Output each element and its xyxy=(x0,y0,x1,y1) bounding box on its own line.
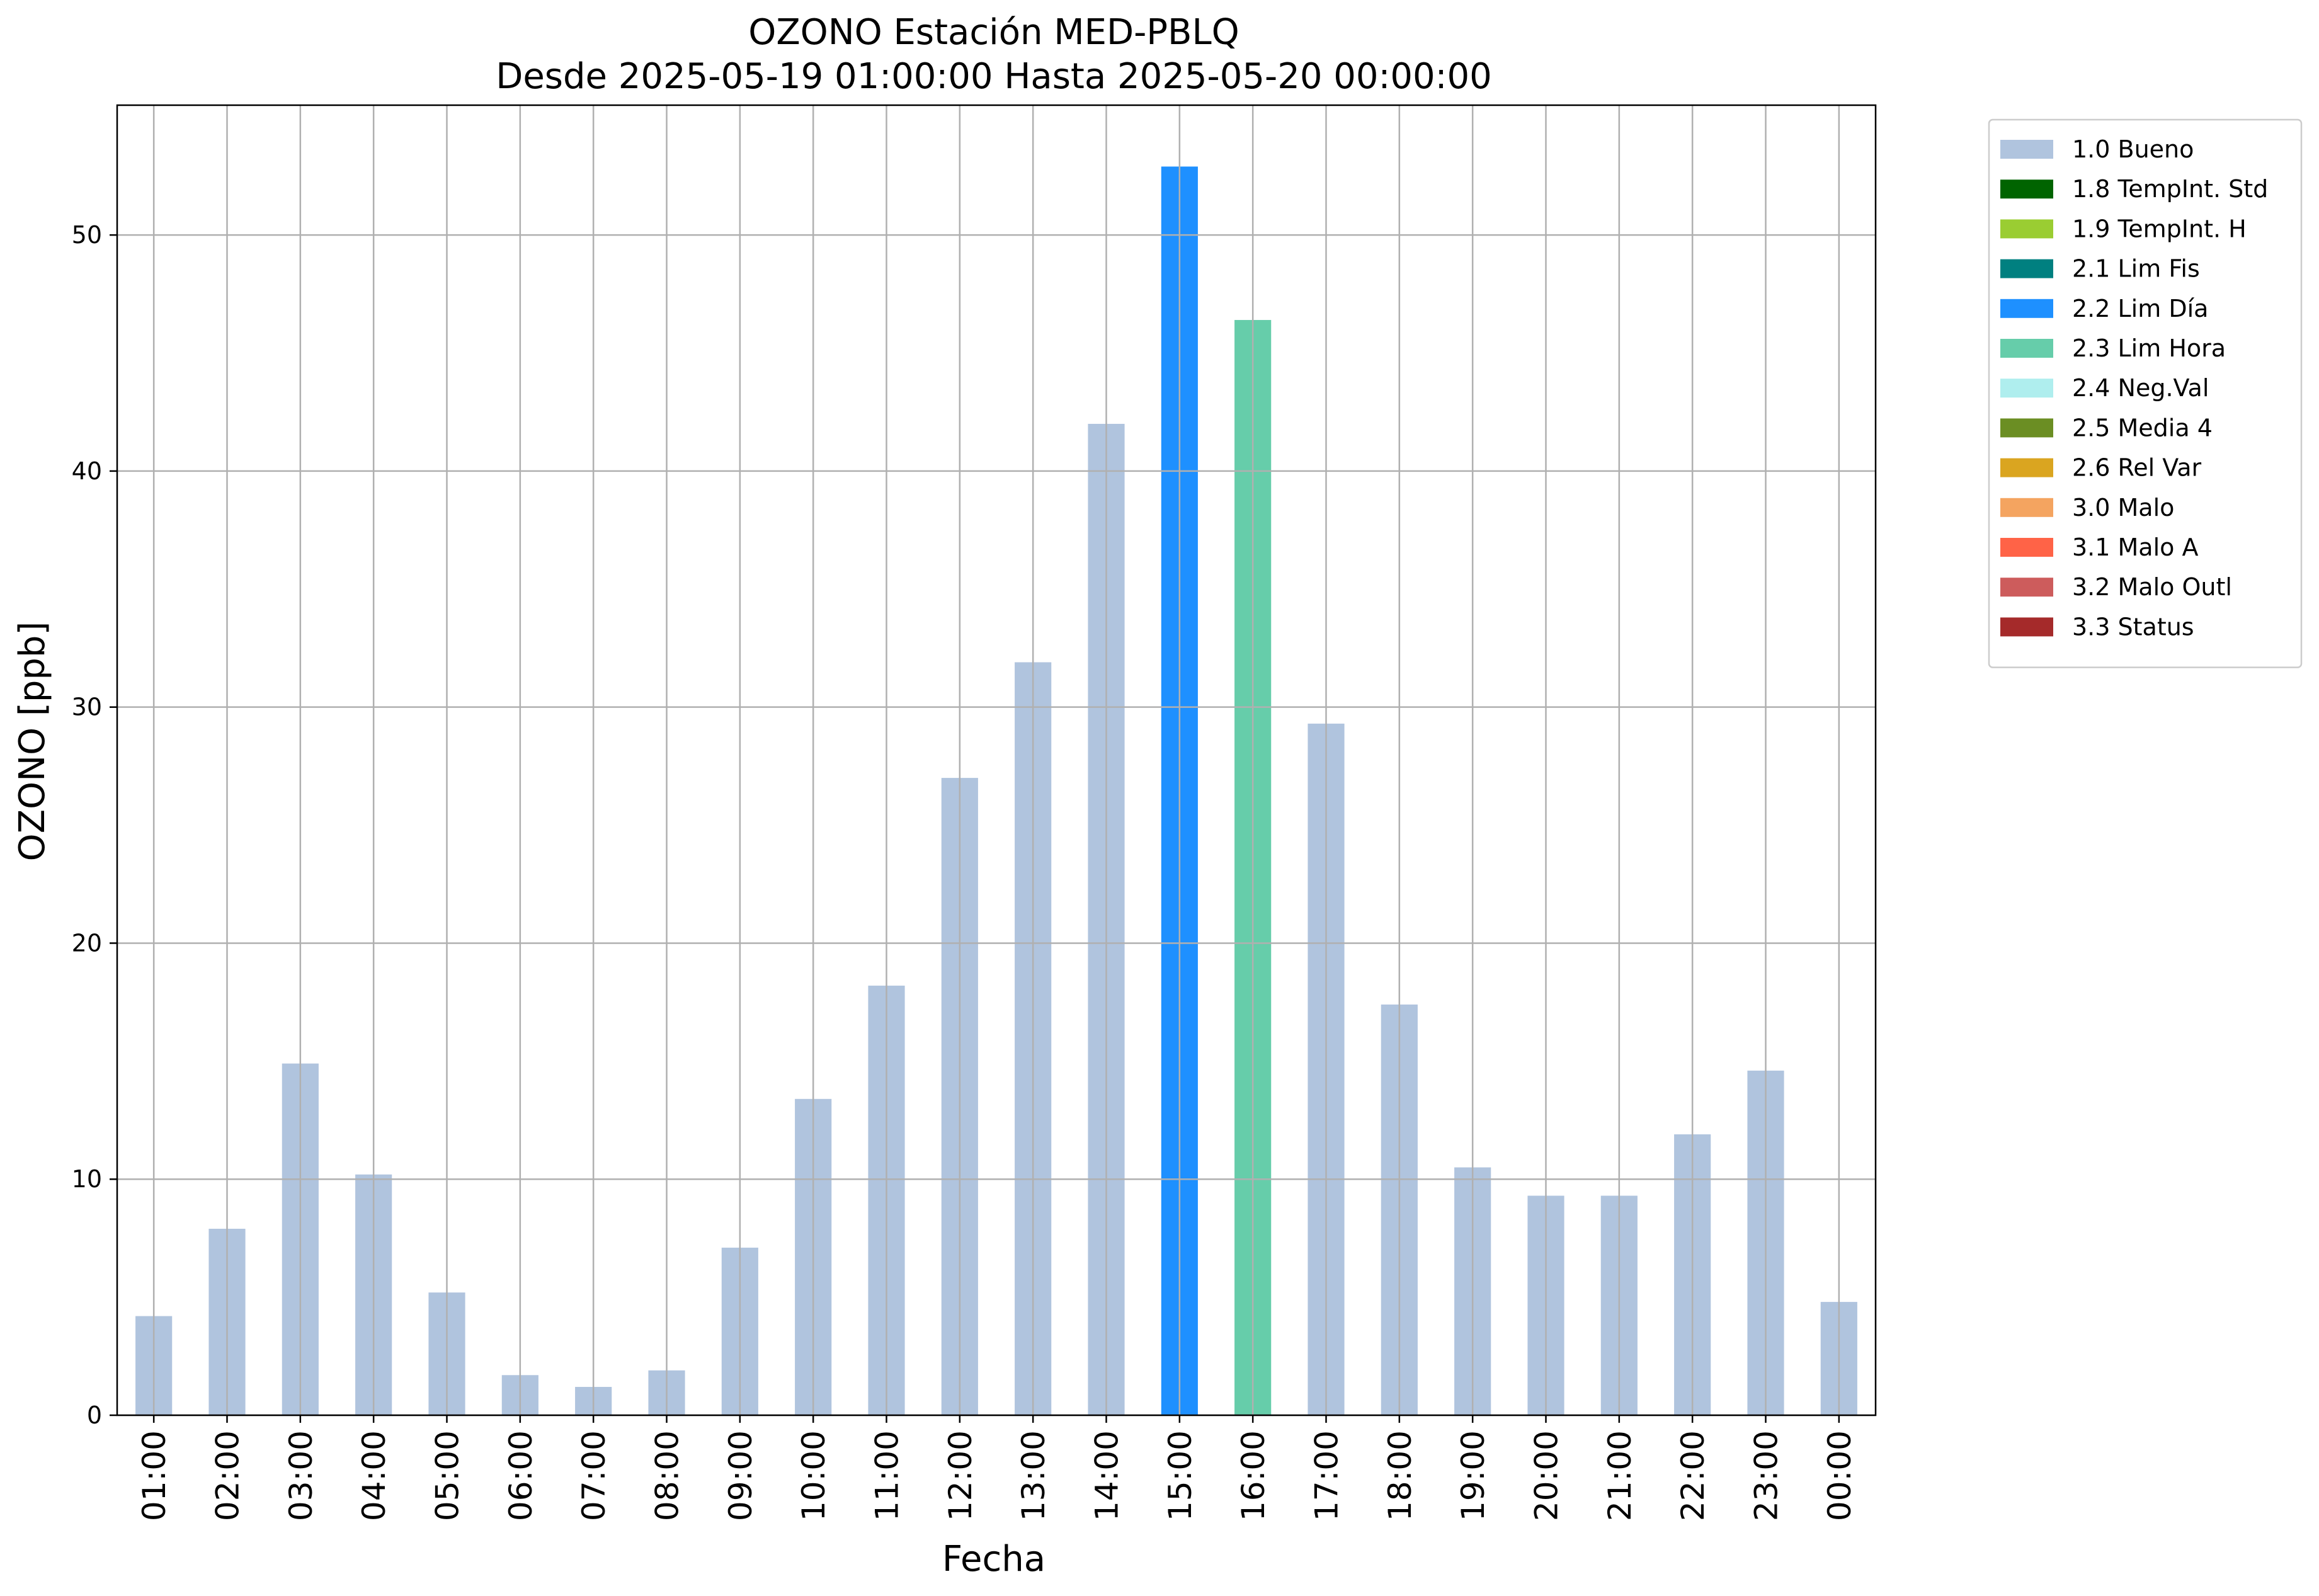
x-tick-label: 12:00 xyxy=(942,1430,979,1521)
legend-swatch xyxy=(2000,299,2053,318)
legend-swatch xyxy=(2000,538,2053,557)
x-tick-label: 19:00 xyxy=(1455,1430,1491,1521)
legend-label: 2.6 Rel Var xyxy=(2072,454,2202,482)
x-tick-label: 21:00 xyxy=(1602,1430,1638,1521)
x-tick-label: 11:00 xyxy=(869,1430,906,1521)
x-tick-label: 15:00 xyxy=(1162,1430,1199,1521)
x-tick-label: 23:00 xyxy=(1748,1430,1785,1521)
legend-label: 2.5 Media 4 xyxy=(2072,414,2213,442)
legend-label: 3.3 Status xyxy=(2072,613,2194,641)
x-tick-label: 07:00 xyxy=(576,1430,612,1521)
legend-swatch xyxy=(2000,498,2053,517)
legend-swatch xyxy=(2000,379,2053,398)
x-tick-label: 09:00 xyxy=(722,1430,759,1521)
legend-swatch xyxy=(2000,140,2053,159)
legend-swatch xyxy=(2000,339,2053,358)
x-tick-label: 22:00 xyxy=(1675,1430,1711,1521)
x-tick-label: 03:00 xyxy=(283,1430,319,1521)
legend-label: 2.4 Neg.Val xyxy=(2072,374,2209,402)
legend-label: 2.1 Lim Fis xyxy=(2072,255,2200,283)
chart-title: OZONO Estación MED-PBLQ xyxy=(748,12,1239,53)
legend-label: 3.1 Malo A xyxy=(2072,533,2198,561)
plot-area: 0 10 20 30 40 50 01:00 02:00 03:00 04:00 05:00 06:0… xyxy=(72,104,1877,1521)
x-axis-label: Fecha xyxy=(942,1539,1046,1580)
y-tick-label: 20 xyxy=(72,929,102,957)
legend: 1.0 Bueno 1.8 TempInt. Std 1.9 TempInt. H 2… xyxy=(1988,118,2303,668)
legend-frame xyxy=(1988,118,2303,668)
x-tick-label: 10:00 xyxy=(795,1430,832,1521)
legend-label: 1.9 TempInt. H xyxy=(2072,215,2247,242)
chart-subtitle: Desde 2025-05-19 01:00:00 Hasta 2025-05-… xyxy=(496,56,1492,97)
legend-label: 2.2 Lim Día xyxy=(2072,295,2208,322)
x-tick-label: 01:00 xyxy=(136,1430,173,1521)
y-tick-label: 10 xyxy=(72,1165,102,1193)
x-tick-label: 18:00 xyxy=(1382,1430,1418,1521)
y-tick-label: 0 xyxy=(87,1401,102,1429)
x-tick-label: 02:00 xyxy=(210,1430,246,1521)
x-tick-label: 14:00 xyxy=(1089,1430,1125,1521)
legend-swatch xyxy=(2000,617,2053,637)
x-tick-label: 13:00 xyxy=(1015,1430,1052,1521)
x-tick-label: 20:00 xyxy=(1529,1430,1565,1521)
x-tick-label: 00:00 xyxy=(1821,1430,1858,1521)
legend-swatch xyxy=(2000,458,2053,477)
legend-swatch xyxy=(2000,578,2053,597)
legend-swatch xyxy=(2000,418,2053,438)
legend-label: 1.8 TempInt. Std xyxy=(2072,175,2268,203)
y-axis-label: OZONO [ppb] xyxy=(12,622,53,862)
x-tick-label: 06:00 xyxy=(503,1430,539,1521)
legend-label: 1.0 Bueno xyxy=(2072,135,2194,163)
legend-swatch xyxy=(2000,259,2053,278)
legend-label: 3.0 Malo xyxy=(2072,494,2174,522)
y-tick-label: 50 xyxy=(72,221,102,249)
legend-swatch xyxy=(2000,219,2053,239)
x-tick-label: 08:00 xyxy=(649,1430,686,1521)
plot-frame xyxy=(116,104,1877,1416)
x-tick-label: 05:00 xyxy=(430,1430,466,1521)
y-tick-label: 40 xyxy=(72,457,102,485)
legend-label: 3.2 Malo Outl xyxy=(2072,573,2232,601)
x-tick-label: 17:00 xyxy=(1309,1430,1345,1521)
legend-swatch xyxy=(2000,180,2053,199)
x-tick-label: 04:00 xyxy=(356,1430,392,1521)
y-tick-label: 30 xyxy=(72,693,102,721)
legend-label: 2.3 Lim Hora xyxy=(2072,334,2226,362)
x-tick-label: 16:00 xyxy=(1235,1430,1272,1521)
